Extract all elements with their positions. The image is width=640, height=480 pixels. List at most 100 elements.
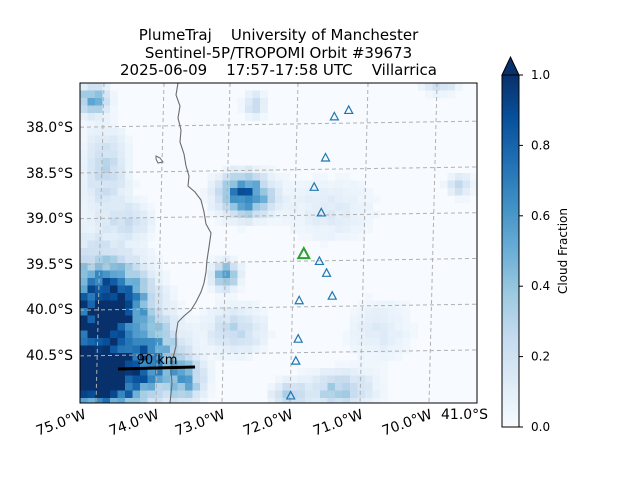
- cloud-cell: [87, 248, 96, 256]
- cloud-cell: [222, 285, 231, 294]
- cloud-cell: [95, 233, 103, 241]
- cloud-cell: [155, 390, 163, 399]
- cloud-cell: [95, 83, 103, 91]
- cloud-cell: [200, 353, 208, 361]
- cloud-cell: [230, 218, 238, 226]
- cloud-cell: [275, 383, 283, 391]
- lon-tick-label: 71.0°W: [311, 407, 365, 440]
- cloud-cell: [162, 353, 171, 361]
- cloud-cell: [80, 390, 88, 399]
- cloud-cell: [95, 315, 103, 324]
- cloud-cell: [132, 210, 141, 219]
- cloud-cell: [207, 390, 216, 399]
- cloud-cell: [155, 308, 163, 316]
- cloud-cell: [372, 323, 381, 331]
- cloud-cell: [215, 263, 223, 271]
- cloud-cell: [207, 330, 216, 339]
- cloud-cell: [222, 308, 231, 316]
- cloud-cell: [140, 360, 148, 369]
- cloud-cell: [207, 203, 216, 211]
- cloud-cell: [110, 203, 118, 211]
- cloud-cell: [110, 255, 118, 264]
- volcano-marker: [343, 104, 354, 115]
- cloud-cell: [350, 368, 358, 376]
- cloud-cell: [200, 368, 208, 376]
- cloud-cell: [237, 188, 246, 196]
- cloud-cell: [132, 255, 141, 264]
- cloud-cell: [80, 278, 88, 286]
- colorbar-tick-label: 0.4: [531, 279, 550, 293]
- cloud-cell: [110, 90, 118, 99]
- cloud-cell: [387, 345, 396, 354]
- lon-tick-label: 72.0°W: [241, 407, 295, 440]
- cloud-cell: [260, 195, 268, 204]
- cloud-cell: [215, 270, 223, 279]
- cloud-cell: [230, 345, 238, 354]
- cloud-cell: [102, 98, 111, 106]
- cloud-cell: [95, 293, 103, 301]
- cloud-cell: [447, 188, 456, 196]
- cloud-cell: [140, 368, 148, 376]
- cloud-cell: [110, 105, 118, 114]
- cloud-cell: [260, 90, 268, 99]
- cloud-cell: [162, 345, 171, 354]
- cloud-cell: [342, 188, 351, 196]
- cloud-cell: [177, 345, 186, 354]
- cloud-cell: [327, 390, 336, 399]
- cloud-cell: [155, 315, 163, 324]
- cloud-cell: [80, 270, 88, 279]
- cloud-cell: [87, 270, 96, 279]
- cloud-cell: [177, 390, 186, 399]
- cloud-cell: [320, 390, 328, 399]
- colorbar-label: Cloud Fraction: [556, 208, 570, 294]
- cloud-cell: [125, 285, 133, 294]
- cloud-cell: [95, 240, 103, 249]
- cloud-cell: [207, 345, 216, 354]
- cloud-cell: [102, 90, 111, 99]
- cloud-cell: [110, 233, 118, 241]
- cloud-cell: [252, 345, 261, 354]
- cloud-cell: [297, 210, 306, 219]
- cloud-cell: [312, 180, 321, 189]
- cloud-cell: [125, 368, 133, 376]
- cloud-cell: [132, 248, 141, 256]
- cloud-cell: [462, 188, 471, 196]
- cloud-cell: [200, 338, 208, 346]
- cloud-cell: [365, 315, 373, 324]
- cloud-cell: [102, 143, 111, 151]
- cloud-cell: [252, 218, 261, 226]
- cloud-cell: [117, 128, 126, 136]
- cloud-cell: [95, 143, 103, 151]
- cloud-cell: [380, 338, 388, 346]
- cloud-cell: [380, 353, 388, 361]
- cloud-cell: [110, 225, 118, 234]
- cloud-cell: [402, 345, 411, 354]
- cloud-cell: [147, 323, 156, 331]
- cloud-cell: [110, 308, 118, 316]
- cloud-cell: [102, 315, 111, 324]
- cloud-cell: [110, 390, 118, 399]
- cloud-cell: [95, 308, 103, 316]
- graticule-lon: [289, 83, 299, 403]
- cloud-cell: [260, 105, 268, 114]
- cloud-cell: [290, 383, 298, 391]
- cloud-cell: [447, 90, 456, 99]
- cloud-cell: [222, 270, 231, 279]
- cloud-cell: [132, 263, 141, 271]
- cloud-cell: [290, 375, 298, 384]
- cloud-cell: [335, 195, 343, 204]
- cloud-cell: [125, 218, 133, 226]
- cloud-cell: [147, 285, 156, 294]
- cloud-cell: [177, 398, 186, 403]
- graticule-lon: [428, 83, 438, 403]
- cloud-cell: [192, 323, 201, 331]
- cloud-cell: [440, 180, 448, 189]
- cloud-cell: [335, 203, 343, 211]
- cloud-cell: [95, 98, 103, 106]
- cloud-cell: [125, 248, 133, 256]
- cloud-cell: [230, 308, 238, 316]
- cloud-cell: [87, 218, 96, 226]
- cloud-cell: [222, 180, 231, 189]
- cloud-cell: [155, 323, 163, 331]
- colorbar-tick-label: 0.0: [531, 420, 550, 434]
